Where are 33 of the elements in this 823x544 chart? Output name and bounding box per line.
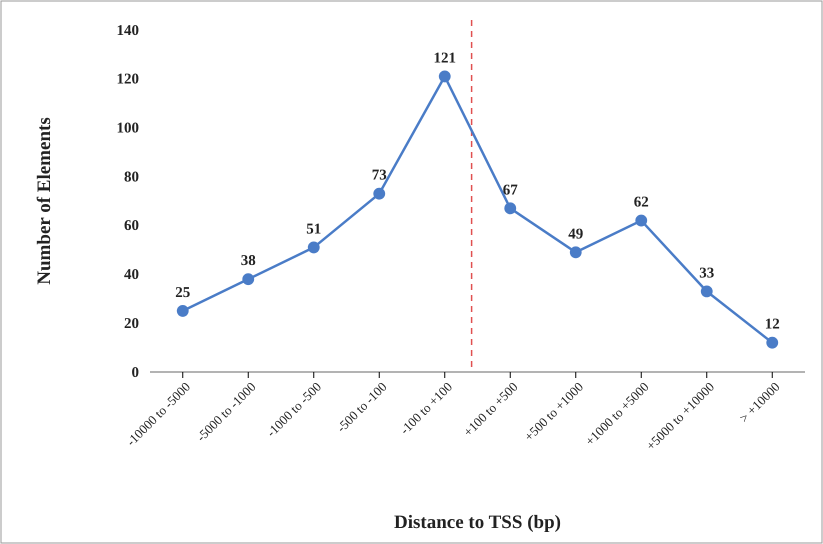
point [504,202,516,214]
x-axis-title: Distance to TSS (bp) [394,512,561,533]
y-tick-label: 80 [124,169,139,186]
point [700,285,713,298]
x-tick-label: -100 to +100 [396,379,456,438]
x-tick-label: +100 to +500 [460,379,521,440]
data-label: 51 [306,221,322,238]
y-tick-label: 20 [124,316,139,332]
point [635,214,648,226]
y-tick-label: 60 [124,218,139,234]
data-label: 33 [699,265,714,282]
point [242,273,254,286]
data-label: 121 [434,50,456,66]
data-label: 12 [764,316,780,333]
y-tick-label: 120 [116,72,139,88]
point [373,188,386,200]
data-label: 73 [372,168,387,184]
point [176,305,189,317]
y-tick-label: 40 [124,267,139,284]
point [308,242,320,254]
data-label: 25 [175,284,190,301]
y-tick-label: 100 [116,120,139,137]
point [438,70,451,82]
point [766,336,778,349]
y-tick-label: 140 [116,22,139,39]
x-tick-label: -500 to -100 [334,379,390,436]
y-tick-label: 0 [132,364,139,381]
data-label: 67 [502,182,518,198]
point [570,246,582,258]
data-label: 49 [568,226,584,242]
data-label: 38 [240,253,256,270]
data-label: 62 [634,194,649,211]
y-axis-title: Number of Elements [34,117,55,285]
